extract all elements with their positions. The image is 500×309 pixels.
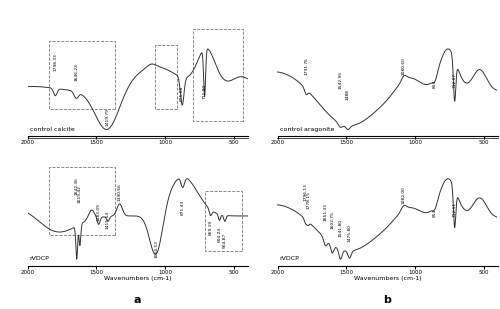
Text: control aragonite: control aragonite: [280, 126, 334, 132]
Text: 669.19: 669.19: [208, 220, 212, 235]
Text: 1651.33: 1651.33: [324, 203, 328, 221]
Text: 854: 854: [433, 209, 437, 217]
Text: 1419.79: 1419.79: [105, 108, 109, 126]
Text: a: a: [134, 295, 141, 305]
Text: 1483.09: 1483.09: [96, 204, 100, 222]
Text: 875.08: 875.08: [180, 86, 184, 101]
Text: 1080.60: 1080.60: [402, 57, 406, 75]
Text: 1082.00: 1082.00: [402, 187, 406, 205]
Text: 1064.53: 1064.53: [154, 240, 158, 258]
Text: 1791.76: 1791.76: [304, 57, 308, 75]
Text: 854: 854: [433, 79, 437, 87]
Bar: [50, 41, 116, 109]
Text: 871.43: 871.43: [180, 200, 184, 215]
Bar: [205, 191, 242, 251]
Text: b: b: [384, 295, 392, 305]
Text: 1778.15: 1778.15: [306, 191, 310, 209]
Text: 1642.36: 1642.36: [74, 177, 78, 195]
Text: 712.11: 712.11: [452, 202, 456, 217]
Text: 712.07: 712.07: [452, 73, 456, 87]
Text: 1798.33: 1798.33: [54, 53, 58, 71]
Text: 1488: 1488: [346, 90, 350, 100]
Text: 1330.66: 1330.66: [118, 183, 122, 201]
Text: 1619.42: 1619.42: [78, 185, 82, 203]
Text: 1602.75: 1602.75: [330, 211, 334, 229]
Text: rVDCP: rVDCP: [280, 256, 299, 261]
Text: 1542.95: 1542.95: [338, 71, 342, 89]
Text: 1415.54: 1415.54: [106, 211, 110, 230]
Text: 1475.80: 1475.80: [348, 223, 352, 242]
X-axis label: Wavenumbers (cm-1): Wavenumbers (cm-1): [354, 276, 422, 281]
Text: 1646.23: 1646.23: [74, 63, 78, 81]
Text: 564.87: 564.87: [223, 233, 227, 248]
Bar: [154, 45, 176, 109]
Text: 1541.80: 1541.80: [338, 219, 342, 237]
Bar: [50, 167, 116, 235]
X-axis label: Wavenumbers (cm-1): Wavenumbers (cm-1): [104, 276, 172, 281]
Text: 604.24: 604.24: [218, 226, 222, 242]
Text: control calcite: control calcite: [30, 126, 74, 132]
Text: 711.90: 711.90: [202, 84, 206, 99]
Bar: [192, 29, 244, 121]
Text: rVDCP: rVDCP: [30, 256, 50, 261]
Text: 1796.13: 1796.13: [304, 183, 308, 201]
